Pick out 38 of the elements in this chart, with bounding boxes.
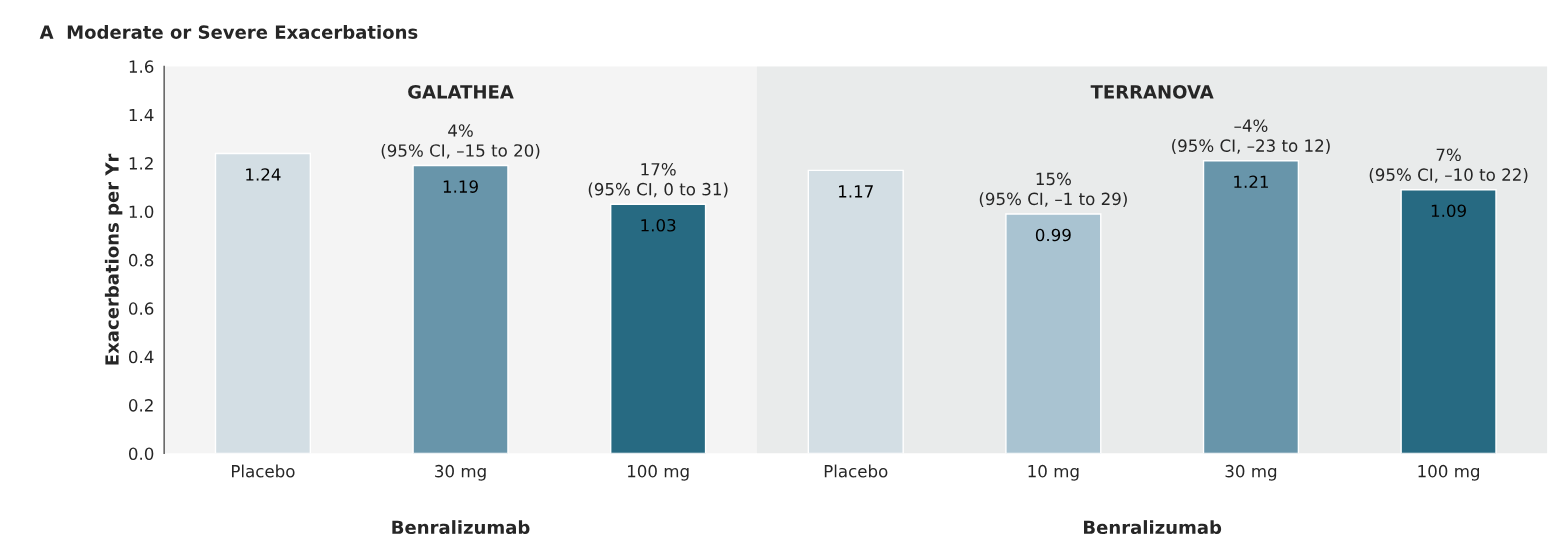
text: Benralizumab [1084, 520, 1222, 535]
annotation: 15% (95% CI, –1 to 29) [979, 172, 1127, 208]
x-tick-label: 100 mg [1418, 464, 1480, 481]
data-label: 1.17 [839, 185, 873, 198]
x-tick-label: Placebo [824, 464, 888, 478]
x-tick-label: 10 mg [1028, 464, 1079, 481]
y-tick-label: 0.2 [128, 399, 153, 412]
data-label: 1.21 [1234, 175, 1268, 188]
annotation: TERRANOVA [1090, 85, 1214, 99]
data-label: 0.99 [1035, 228, 1071, 242]
y-tick-label: 0.0 [128, 447, 154, 461]
annotation: –4% (95% CI, –23 to 12) [1172, 119, 1330, 154]
y-tick-label: 1.6 [129, 60, 154, 73]
x-tick-label: 100 mg [628, 464, 689, 481]
text: Benralizumab [392, 520, 530, 535]
data-label: 1.03 [641, 218, 676, 232]
y-tick-label: 1.4 [129, 108, 154, 122]
bar [1400, 189, 1497, 454]
y-axis-title: Exacerbations per Yr [104, 153, 123, 365]
data-label: 1.24 [246, 168, 281, 181]
annotation: GALATHEA [408, 85, 514, 99]
x-tick-label: Placebo [232, 464, 295, 478]
data-label: 1.09 [1431, 204, 1466, 218]
bar [1005, 213, 1102, 454]
annotation: 4% (95% CI, –15 to 20) [381, 124, 540, 159]
y-tick-label: 0.8 [128, 253, 154, 267]
chart-title: A Moderate or Severe Exacerbations [39, 24, 418, 39]
annotation: 7% (95% CI, –10 to 22) [1369, 148, 1528, 183]
annotation: 17% (95% CI, 0 to 31) [588, 162, 728, 198]
x-tick-label: 30 mg [435, 464, 486, 481]
y-tick-label: 1.2 [129, 157, 153, 170]
bar [807, 169, 904, 454]
y-tick-label: 1.0 [129, 205, 154, 219]
data-label: 1.19 [443, 180, 478, 193]
y-tick-label: 0.6 [128, 302, 154, 315]
y-tick-label: 0.4 [128, 350, 154, 364]
bar [1202, 160, 1300, 454]
x-tick-label: 30 mg [1225, 464, 1277, 481]
